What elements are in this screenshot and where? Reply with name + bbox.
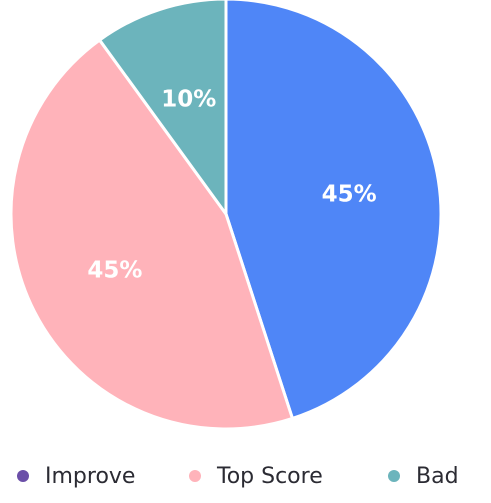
slice-label-top-score: 45% (87, 258, 142, 284)
legend-label: Improve (45, 463, 136, 489)
legend-item-top-score[interactable]: Top Score (189, 461, 323, 491)
legend-label: Top Score (217, 463, 323, 489)
pie-slice-improve[interactable] (224, 0, 443, 420)
legend-marker (17, 470, 29, 482)
legend-label: Bad (416, 463, 459, 489)
slice-label-improve: 45% (322, 182, 377, 208)
pie-slice-bad[interactable] (98, 0, 228, 216)
legend-marker (189, 470, 201, 482)
slice-label-bad: 10% (161, 87, 216, 113)
legend-marker (388, 470, 400, 482)
legend-item-bad[interactable]: Bad (388, 461, 459, 491)
pie-slice-labels: 45% 45% 10% (87, 87, 376, 284)
pie-slices (9, 0, 443, 431)
legend-item-improve[interactable]: Improve (17, 461, 135, 491)
pie-slice-top-score[interactable] (9, 38, 294, 431)
chart-legend: Improve Top Score Bad (0, 461, 491, 491)
